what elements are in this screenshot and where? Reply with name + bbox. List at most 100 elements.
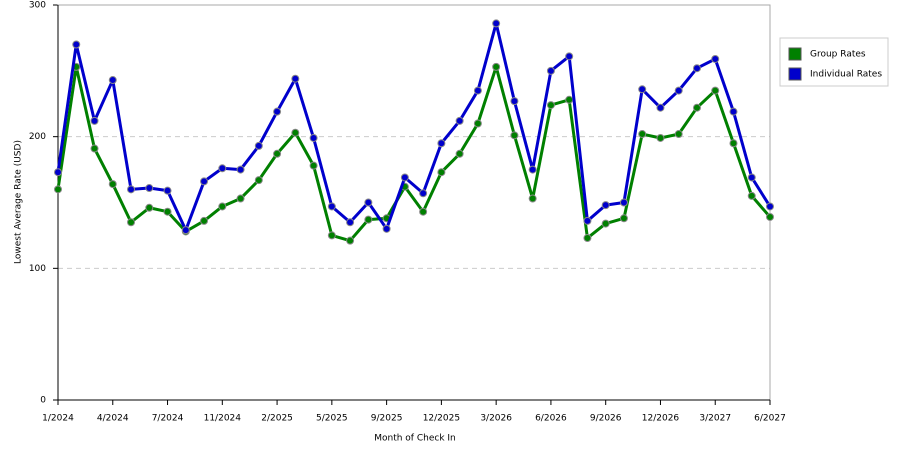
data-point xyxy=(437,139,446,148)
data-point xyxy=(638,85,647,94)
data-point xyxy=(492,62,501,71)
data-point xyxy=(528,194,537,203)
data-point xyxy=(108,76,117,85)
data-point xyxy=(181,226,190,235)
data-point xyxy=(127,185,136,194)
data-point xyxy=(492,19,501,28)
x-tick-label: 3/2027 xyxy=(699,414,731,424)
x-tick-label: 9/2026 xyxy=(590,414,622,424)
data-point xyxy=(54,168,62,177)
data-point xyxy=(674,130,683,139)
y-axis-label: Lowest Average Rate (USD) xyxy=(14,140,24,264)
data-point xyxy=(200,216,209,225)
data-point xyxy=(364,198,373,207)
data-point xyxy=(565,95,574,104)
data-point xyxy=(528,165,537,174)
data-point xyxy=(90,144,99,153)
data-point xyxy=(382,224,391,233)
data-point xyxy=(273,149,282,158)
data-point xyxy=(236,194,245,203)
data-point xyxy=(145,203,154,212)
legend-label: Individual Rates xyxy=(810,70,882,80)
data-point xyxy=(291,128,300,137)
data-point xyxy=(565,52,574,61)
data-point xyxy=(455,149,464,158)
data-point xyxy=(546,66,555,75)
y-tick-label: 100 xyxy=(29,264,46,274)
x-tick-label: 12/2026 xyxy=(642,414,680,424)
x-tick-label: 1/2024 xyxy=(42,414,74,424)
data-point xyxy=(747,173,756,182)
y-tick-label: 0 xyxy=(40,396,46,406)
legend-label: Group Rates xyxy=(810,50,866,60)
x-tick-label: 9/2025 xyxy=(371,414,403,424)
data-point xyxy=(437,168,446,177)
data-point xyxy=(711,86,720,95)
data-point xyxy=(309,161,318,170)
data-point xyxy=(54,185,62,194)
data-point xyxy=(711,54,720,63)
data-point xyxy=(72,40,81,49)
data-point xyxy=(692,64,701,73)
data-point xyxy=(218,202,227,211)
data-point xyxy=(364,215,373,224)
y-tick-label: 200 xyxy=(29,132,46,142)
data-point xyxy=(254,141,263,150)
data-point xyxy=(200,177,209,186)
data-point xyxy=(346,236,355,245)
data-point xyxy=(145,184,154,193)
x-tick-label: 12/2025 xyxy=(423,414,460,424)
x-tick-label: 6/2027 xyxy=(754,414,786,424)
data-point xyxy=(583,234,592,243)
data-point xyxy=(127,218,136,227)
data-point xyxy=(90,116,99,125)
data-point xyxy=(327,231,336,240)
data-point xyxy=(473,119,482,128)
data-point xyxy=(163,186,172,195)
data-point xyxy=(419,207,428,216)
series-line xyxy=(56,65,772,243)
data-point xyxy=(473,86,482,95)
data-point xyxy=(747,191,756,200)
data-point xyxy=(692,103,701,112)
data-point xyxy=(619,214,628,223)
x-tick-label: 6/2026 xyxy=(535,414,567,424)
x-tick-label: 2/2025 xyxy=(261,414,293,424)
data-point xyxy=(546,101,555,110)
x-tick-label: 11/2024 xyxy=(204,414,242,424)
data-point xyxy=(291,74,300,83)
legend-swatch xyxy=(788,67,802,81)
data-point xyxy=(108,180,117,189)
data-point xyxy=(601,201,610,210)
data-point xyxy=(729,139,738,148)
data-point xyxy=(455,116,464,125)
data-point xyxy=(601,219,610,228)
data-point xyxy=(254,176,263,185)
data-point xyxy=(163,207,172,216)
data-point xyxy=(638,130,647,139)
data-point xyxy=(510,131,519,140)
data-point xyxy=(510,97,519,106)
data-point xyxy=(327,202,336,211)
data-point xyxy=(346,218,355,227)
data-point xyxy=(766,202,774,211)
data-point xyxy=(273,107,282,116)
data-point xyxy=(218,164,227,173)
x-tick-label: 4/2024 xyxy=(97,414,129,424)
data-point xyxy=(656,133,665,142)
data-point xyxy=(729,107,738,116)
series-line xyxy=(56,21,772,232)
x-axis-label: Month of Check In xyxy=(374,434,456,444)
data-point xyxy=(766,212,774,221)
x-tick-label: 7/2024 xyxy=(152,414,184,424)
y-tick-label: 300 xyxy=(29,1,46,11)
data-point xyxy=(400,173,409,182)
data-point xyxy=(309,133,318,142)
data-point xyxy=(583,216,592,225)
data-point xyxy=(619,198,628,207)
x-tick-label: 3/2026 xyxy=(480,414,512,424)
data-point xyxy=(419,189,428,198)
data-point xyxy=(236,165,245,174)
